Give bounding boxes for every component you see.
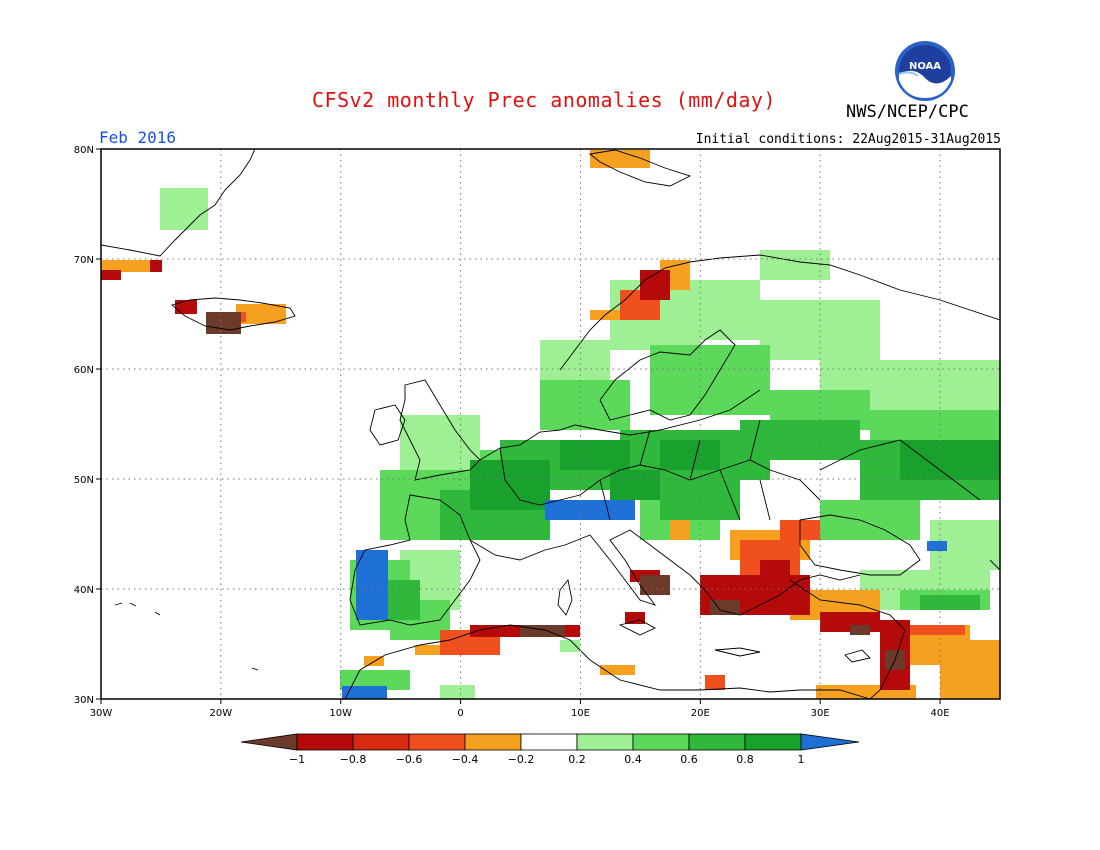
map-frame — [100, 148, 1001, 700]
iceland-coast — [171, 297, 296, 331]
svalbard-coast — [588, 149, 692, 187]
sicily-coast — [618, 619, 657, 636]
colorbar-swatch — [688, 733, 746, 751]
crete-coast — [714, 647, 761, 657]
lat-label: 50N — [74, 475, 94, 486]
noaa-logo: NOAA — [895, 41, 955, 101]
lon-label: 10E — [571, 708, 590, 719]
cyprus-coast — [844, 649, 871, 663]
colorbar-swatch — [744, 733, 802, 751]
colorbar-low-arrow — [240, 733, 298, 751]
colorbar-label: −0.4 — [452, 753, 479, 766]
lat-label: 40N — [74, 585, 94, 596]
lon-label: 40E — [931, 708, 950, 719]
colorbar-label: 0.6 — [680, 753, 698, 766]
colorbar-label: −0.8 — [340, 753, 367, 766]
forecast-month: Feb 2016 — [99, 128, 177, 147]
colorbar-swatch — [296, 733, 354, 751]
colorbar-label: 0.2 — [568, 753, 586, 766]
lat-label: 80N — [74, 145, 94, 156]
colorbar-swatch — [520, 733, 578, 751]
colorbar-swatch — [632, 733, 690, 751]
colorbar-label: 0.4 — [624, 753, 642, 766]
colorbar-swatch — [576, 733, 634, 751]
agency-label: NWS/NCEP/CPC — [846, 102, 969, 122]
azores-islands — [114, 602, 259, 671]
lon-label: 20E — [691, 708, 710, 719]
anomaly-gt-1 — [342, 500, 947, 699]
baltic-coast — [599, 329, 736, 421]
initial-conditions: Initial conditions: 22Aug2015-31Aug2015 — [695, 132, 1001, 147]
map-title: CFSv2 monthly Prec anomalies (mm/day) — [312, 88, 777, 112]
france-italy-coast — [469, 529, 691, 606]
balkans-coast — [689, 574, 861, 616]
axis-labels: 30N 40N 50N 60N 70N 80N 30W 20W 10W 0 10E 20E 30E 40E — [74, 145, 950, 719]
lon-label: 0 — [457, 708, 463, 719]
colorbar: −1 −0.8 −0.6 −0.4 −0.2 0.2 0.4 0.6 0.8 1 — [240, 733, 860, 766]
europe-mainland-coast — [479, 389, 761, 461]
lon-label: 30W — [90, 708, 113, 719]
colorbar-label: −0.6 — [396, 753, 423, 766]
country-borders — [499, 419, 981, 521]
anomaly-0.8-1 — [470, 440, 1000, 510]
caspian-coast — [989, 559, 1000, 571]
lon-label: 20W — [210, 708, 233, 719]
colorbar-label: 1 — [798, 753, 805, 766]
scandinavia-coast — [559, 254, 1000, 371]
lon-label: 30E — [811, 708, 830, 719]
black-sea-coast — [799, 514, 921, 576]
logo-text: NOAA — [909, 61, 941, 72]
colorbar-high-arrow — [800, 733, 860, 751]
iberia-coast — [349, 494, 481, 626]
lat-label: 30N — [74, 695, 94, 706]
anomaly-lt-neg-1 — [206, 312, 905, 670]
greenland-coast — [101, 149, 256, 257]
lat-label: 70N — [74, 255, 94, 266]
turkey-coast — [789, 579, 906, 699]
corsica-sardinia — [557, 578, 573, 616]
colorbar-label: 0.8 — [736, 753, 754, 766]
colorbar-label: −1 — [289, 753, 305, 766]
lat-label: 60N — [74, 365, 94, 376]
colorbar-swatch — [408, 733, 466, 751]
lon-label: 10W — [329, 708, 352, 719]
britain-coast — [399, 379, 481, 481]
graticule — [101, 149, 1000, 699]
ireland-coast — [369, 404, 406, 446]
anomaly-field — [101, 150, 1000, 699]
colorbar-swatch — [352, 733, 410, 751]
colorbar-label: −0.2 — [508, 753, 535, 766]
colorbar-swatch — [464, 733, 522, 751]
